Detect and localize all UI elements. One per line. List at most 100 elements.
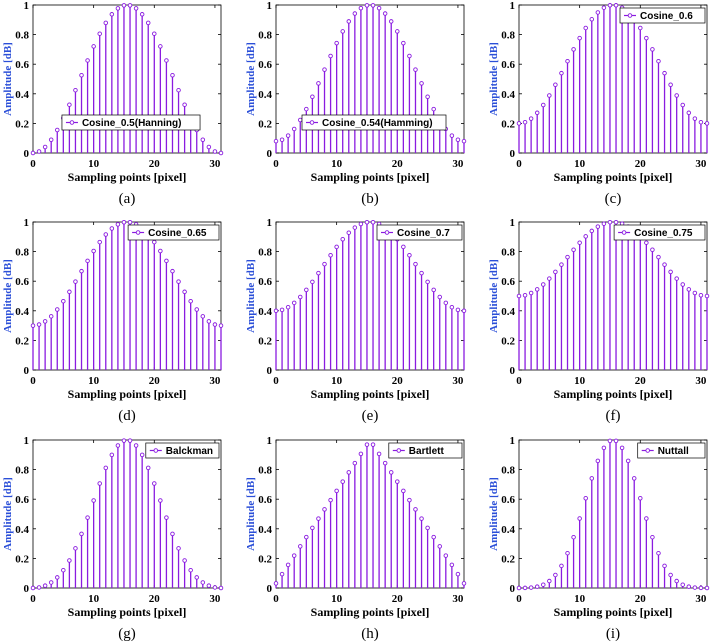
stem-marker [42, 319, 48, 324]
stem-marker [42, 583, 48, 588]
stem-marker [304, 534, 309, 540]
stem-marker [455, 307, 461, 313]
y-tick-label: 0.4 [501, 89, 515, 101]
stem-marker [310, 94, 315, 99]
stem-marker [449, 562, 455, 568]
stem-marker [316, 516, 321, 521]
stem-marker [607, 219, 613, 225]
stem-marker [139, 12, 145, 17]
stem-marker [692, 116, 698, 121]
y-tick-label: 0.8 [15, 30, 29, 42]
stem-marker [577, 35, 582, 41]
subplot-caption: (f) [606, 408, 621, 424]
legend: Bartlett [388, 442, 463, 459]
stem-marker [218, 585, 224, 591]
legend: Cosine_0.65 [127, 224, 220, 241]
stem-marker [376, 5, 382, 11]
stem-marker [571, 47, 576, 52]
stem-marker [291, 126, 297, 132]
legend-marker [627, 13, 633, 18]
x-tick-label: 30 [695, 593, 707, 605]
stem-marker [182, 558, 187, 563]
stem-marker [370, 219, 376, 225]
stem-marker [346, 230, 352, 235]
stem-marker [528, 585, 534, 590]
stem-marker [36, 585, 42, 590]
legend-marker [135, 230, 141, 235]
stem-marker [437, 544, 442, 549]
subplot-caption: (c) [605, 191, 622, 207]
stem-marker [565, 550, 570, 556]
y-tick-label: 0.2 [501, 553, 515, 565]
stem-marker [91, 498, 96, 503]
x-tick-label: 30 [695, 158, 707, 170]
legend-marker [153, 448, 159, 453]
stem-marker [607, 3, 613, 8]
stem-marker [577, 240, 582, 245]
stem-marker [425, 525, 430, 531]
stem-marker [638, 496, 643, 501]
stem-marker [352, 225, 358, 230]
x-tick-label: 30 [209, 375, 221, 387]
y-tick-label: 0.8 [501, 465, 515, 477]
x-tick-label: 0 [273, 593, 279, 605]
stem-marker [559, 563, 564, 569]
stem-marker [522, 292, 528, 298]
y-tick-label: 1 [267, 0, 273, 12]
stem-marker [583, 25, 588, 31]
x-tick-label: 30 [695, 375, 707, 387]
stem-marker [340, 29, 345, 34]
stem-marker [340, 479, 345, 484]
stem-marker [273, 138, 279, 144]
legend-label: Cosine_0.54(Hamming) [322, 118, 433, 129]
subplot-caption: (d) [118, 408, 136, 424]
x-axis-label: Sampling points [pixel] [311, 605, 430, 619]
y-tick-label: 0.4 [258, 524, 272, 536]
y-tick-label: 0.4 [501, 306, 515, 318]
stem-marker [413, 67, 418, 72]
stem-marker [401, 40, 406, 46]
y-tick-label: 0 [510, 148, 516, 160]
stem-marker [419, 270, 424, 276]
axes-box [518, 221, 708, 371]
axes-box [275, 439, 465, 589]
x-tick-label: 10 [88, 593, 100, 605]
legend-marker [69, 120, 75, 125]
stem-marker [352, 11, 358, 16]
stem-marker [200, 314, 206, 319]
stem-marker [358, 5, 364, 11]
x-tick-label: 30 [209, 158, 221, 170]
stem-marker [322, 507, 327, 512]
y-axis-label: Amplitude [dB] [245, 259, 257, 333]
x-tick-label: 20 [392, 375, 404, 387]
x-tick-label: 0 [30, 593, 36, 605]
stem-marker [310, 525, 315, 531]
stem-marker [218, 323, 224, 328]
x-tick-label: 30 [452, 375, 464, 387]
y-tick-label: 0 [24, 148, 30, 160]
stem-marker [334, 40, 339, 46]
y-tick-label: 0 [24, 583, 30, 595]
legend-label: Nuttall [658, 446, 689, 457]
stem-marker [522, 119, 528, 125]
stem-marker [188, 567, 193, 573]
stem-marker [534, 584, 540, 589]
axes-box [32, 221, 222, 371]
stem-marker [206, 319, 212, 324]
x-tick-label: 0 [516, 158, 522, 170]
stem-marker [547, 276, 552, 281]
stem-marker [407, 53, 412, 59]
stem-marker [698, 585, 704, 591]
stem-marker [589, 476, 595, 481]
stem-marker [407, 253, 412, 258]
y-tick-label: 1 [510, 0, 516, 12]
stem-marker [413, 507, 418, 512]
stem-marker [443, 553, 449, 558]
y-tick-label: 0.2 [15, 335, 29, 347]
legend-box [376, 224, 463, 241]
subplot-e: 00.20.40.60.810 10 20 30Cosine_0.7Sampling … [245, 217, 467, 424]
stem-marker [419, 516, 424, 521]
y-tick-label: 0.6 [501, 494, 515, 506]
x-axis-label: Sampling points [pixel] [554, 170, 673, 184]
stem-marker [668, 572, 673, 578]
